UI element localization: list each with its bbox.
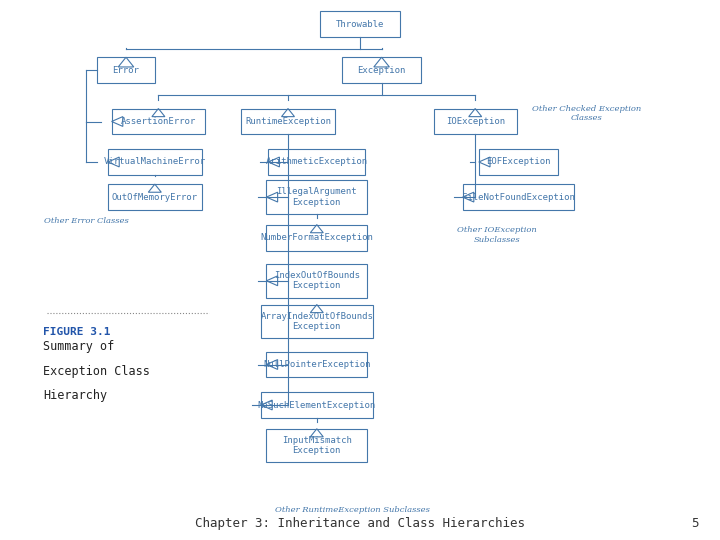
Text: NoSuchElementException: NoSuchElementException xyxy=(258,401,376,409)
FancyBboxPatch shape xyxy=(342,57,421,83)
Text: InputMismatch
Exception: InputMismatch Exception xyxy=(282,436,352,455)
Text: Other Checked Exception
Classes: Other Checked Exception Classes xyxy=(532,105,642,122)
FancyBboxPatch shape xyxy=(261,392,373,418)
FancyBboxPatch shape xyxy=(266,264,367,298)
Text: IOException: IOException xyxy=(446,117,505,126)
Text: Throwable: Throwable xyxy=(336,20,384,29)
FancyBboxPatch shape xyxy=(112,109,205,134)
Text: VirtualMachineError: VirtualMachineError xyxy=(104,158,206,166)
Text: ArrayIndexOutOfBounds
Exception: ArrayIndexOutOfBounds Exception xyxy=(261,312,373,331)
Text: Other IOException
Subclasses: Other IOException Subclasses xyxy=(457,226,536,244)
Text: IllegalArgument
Exception: IllegalArgument Exception xyxy=(276,187,357,207)
Text: NumberFormatException: NumberFormatException xyxy=(261,233,373,242)
FancyBboxPatch shape xyxy=(108,149,202,175)
Text: Chapter 3: Inheritance and Class Hierarchies: Chapter 3: Inheritance and Class Hierarc… xyxy=(195,517,525,530)
Text: RuntimeException: RuntimeException xyxy=(245,117,331,126)
Text: Exception Class: Exception Class xyxy=(43,364,150,377)
FancyBboxPatch shape xyxy=(261,305,373,338)
Text: FileNotFoundException: FileNotFoundException xyxy=(462,193,575,201)
Text: OutOfMemoryError: OutOfMemoryError xyxy=(112,193,198,201)
Text: 5: 5 xyxy=(691,517,698,530)
FancyBboxPatch shape xyxy=(97,57,155,83)
FancyBboxPatch shape xyxy=(108,184,202,210)
Text: NullPointerException: NullPointerException xyxy=(263,360,371,369)
Text: Summary of: Summary of xyxy=(43,340,114,353)
FancyBboxPatch shape xyxy=(266,352,367,377)
Text: Other RuntimeException Subclasses: Other RuntimeException Subclasses xyxy=(275,507,431,514)
FancyBboxPatch shape xyxy=(266,429,367,462)
Text: AssertionError: AssertionError xyxy=(121,117,196,126)
Text: Error: Error xyxy=(112,66,140,75)
Text: ArithmeticException: ArithmeticException xyxy=(266,158,368,166)
Text: EOFException: EOFException xyxy=(486,158,551,166)
FancyBboxPatch shape xyxy=(241,109,335,134)
Text: IndexOutOfBounds
Exception: IndexOutOfBounds Exception xyxy=(274,271,360,291)
FancyBboxPatch shape xyxy=(433,109,517,134)
FancyBboxPatch shape xyxy=(479,149,558,175)
FancyBboxPatch shape xyxy=(268,149,366,175)
Text: Hierarchy: Hierarchy xyxy=(43,389,107,402)
FancyBboxPatch shape xyxy=(320,11,400,37)
Text: Other Error Classes: Other Error Classes xyxy=(44,218,129,225)
FancyBboxPatch shape xyxy=(266,225,367,251)
FancyBboxPatch shape xyxy=(266,180,367,214)
Text: Exception: Exception xyxy=(357,66,406,75)
Text: FIGURE 3.1: FIGURE 3.1 xyxy=(43,327,111,337)
FancyBboxPatch shape xyxy=(462,184,575,210)
